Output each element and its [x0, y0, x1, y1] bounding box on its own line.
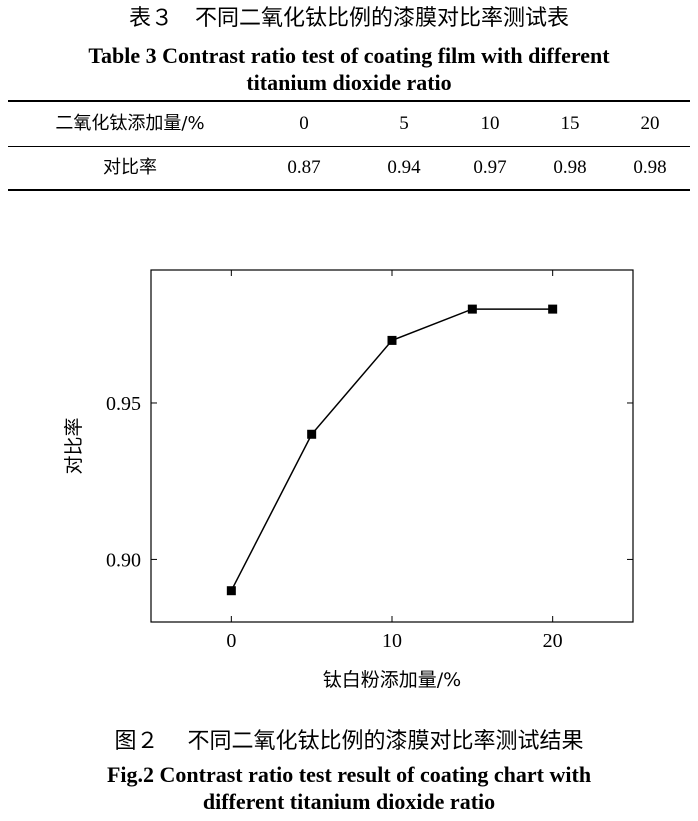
table-cell: 对比率 [103, 157, 157, 178]
table-cell: 0.97 [473, 157, 507, 178]
table-header-cell: 15 [560, 113, 580, 134]
table-caption-en-line1: Table 3 Contrast ratio test of coating f… [88, 43, 610, 68]
table-cell: 0.98 [633, 157, 667, 178]
y-tick-label: 0.95 [106, 393, 141, 415]
table-top-rule [8, 100, 690, 102]
x-axis-label: 钛白粉添加量/% [323, 669, 461, 691]
y-axis-label: 对比率 [63, 417, 85, 474]
series-markers [226, 304, 558, 596]
x-axis-ticks: 0 10 20 [226, 270, 563, 652]
plot-frame [150, 269, 634, 623]
table-header-cell: 0 [299, 113, 309, 134]
table-cell: 0.94 [387, 157, 421, 178]
table-mid-rule [8, 146, 690, 147]
y-tick-label: 0.90 [106, 549, 141, 571]
data-point [467, 304, 477, 314]
x-tick-label: 0 [226, 630, 236, 652]
x-tick-label: 20 [543, 630, 563, 652]
x-tick-label: 10 [382, 630, 402, 652]
table-caption-cn: 表３ 不同二氧化钛比例的漆膜对比率测试表 [128, 6, 569, 31]
table-bottom-rule [8, 189, 690, 191]
data-point [387, 335, 397, 345]
data-point [226, 586, 236, 596]
table-header-cell: 二氧化钛添加量/% [55, 113, 205, 134]
table-header-cell: 5 [399, 113, 409, 134]
table-header-cell: 20 [640, 113, 660, 134]
table-cell: 0.87 [287, 157, 321, 178]
series-line [230, 308, 553, 592]
y-axis-ticks: 0.90 0.95 [106, 393, 633, 571]
figure-caption-en-line2: different titanium dioxide ratio [202, 789, 496, 814]
data-point [548, 304, 558, 314]
data-point [307, 429, 317, 439]
figure-caption-cn: 图２ 不同二氧化钛比例的漆膜对比率测试结果 [114, 729, 584, 754]
table-cell: 0.98 [553, 157, 587, 178]
table-header-cell: 10 [480, 113, 500, 134]
table-caption-en-line2: titanium dioxide ratio [246, 70, 452, 95]
figure-caption-en-line1: Fig.2 Contrast ratio test result of coat… [106, 762, 592, 787]
